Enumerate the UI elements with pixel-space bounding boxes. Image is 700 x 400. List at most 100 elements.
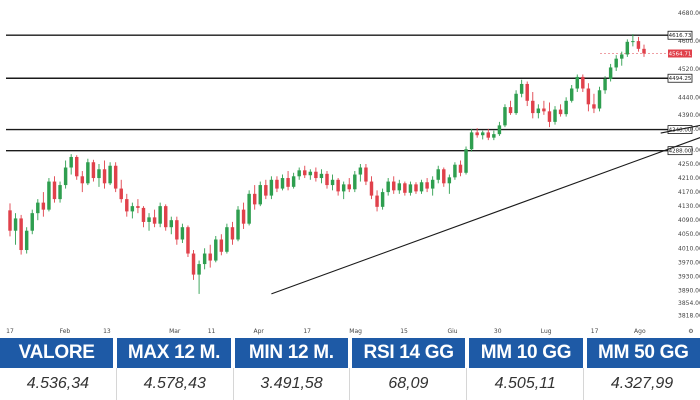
price-level-label: 4288.00 — [669, 149, 692, 155]
y-tick-label: 4170.00 — [678, 189, 700, 196]
x-tick-label: 17 — [591, 328, 599, 335]
candle-body-down — [486, 132, 491, 138]
candle-body-up — [258, 185, 262, 205]
candle-body-down — [264, 185, 268, 196]
candle-body-up — [519, 83, 524, 94]
candlestick-chart-svg: 4680.004600.004520.004440.004390.004350.… — [6, 10, 700, 335]
x-tick-label: 15 — [400, 328, 408, 335]
candle-body-up — [536, 108, 541, 114]
candle-body-down — [113, 165, 118, 189]
candle-body-down — [375, 195, 379, 207]
y-tick-label: 3970.00 — [678, 259, 700, 266]
candle-body-up — [36, 202, 40, 214]
candle-body-up — [63, 167, 68, 186]
candle-body-up — [553, 109, 557, 122]
candle-body-up — [180, 227, 185, 240]
candle-body-up — [631, 41, 635, 43]
trendline — [660, 124, 700, 134]
candle-body-down — [414, 184, 418, 192]
candle-body-down — [542, 108, 546, 112]
candle-body-up — [308, 171, 313, 176]
candle-body-up — [130, 206, 135, 212]
candle-body-up — [408, 184, 413, 193]
candle-body-up — [58, 185, 62, 200]
candle-body-down — [336, 179, 340, 192]
candle-body-up — [225, 227, 229, 252]
candle-body-up — [497, 125, 502, 135]
candle-body-up — [430, 179, 435, 189]
y-tick-label: 4010.00 — [678, 245, 700, 252]
y-tick-label: 4090.00 — [678, 217, 700, 224]
price-level-tag — [667, 146, 693, 156]
candle-body-down — [91, 162, 96, 179]
candle-body-up — [419, 182, 424, 192]
settings-gear-icon: ⚙ — [688, 328, 693, 335]
candle-body-down — [525, 83, 529, 101]
x-tick-label: 17 — [6, 328, 14, 335]
candle-body-down — [136, 206, 140, 208]
candle-body-down — [75, 156, 79, 177]
candle-body-up — [358, 167, 363, 175]
candle-body-up — [30, 213, 34, 231]
candle-body-up — [214, 239, 218, 261]
candle-body-down — [102, 169, 107, 184]
x-tick-label: Giu — [447, 328, 457, 335]
stat-value-mm-10gg: 4.505,11 — [467, 368, 585, 400]
candle-body-up — [380, 192, 385, 207]
x-tick-label: Mag — [349, 328, 362, 335]
y-tick-label: 4440.00 — [678, 94, 700, 101]
candle-body-up — [147, 217, 151, 222]
price-level-tag — [667, 30, 693, 40]
x-tick-label: Apr — [254, 328, 265, 335]
price-level-tag — [667, 73, 693, 83]
candle-body-down — [303, 170, 307, 176]
candle-body-down — [531, 100, 535, 114]
stat-header-mm-10gg: MM 10 GG — [469, 338, 587, 368]
candle-body-down — [364, 167, 368, 182]
candle-body-down — [425, 182, 429, 189]
price-level-label: 4616.73 — [669, 33, 692, 39]
candle-body-down — [475, 132, 479, 136]
candle-body-up — [603, 79, 607, 91]
candle-body-down — [369, 181, 374, 196]
candle-body-down — [636, 41, 641, 49]
candle-body-down — [186, 227, 190, 254]
stats-header-row: VALORE MAX 12 M. MIN 12 M. RSI 14 GG MM … — [0, 338, 700, 368]
candle-body-up — [625, 41, 630, 55]
candle-body-up — [492, 134, 496, 138]
y-tick-label: 4680.00 — [678, 10, 700, 17]
candle-body-down — [19, 218, 23, 251]
trendline — [271, 137, 700, 295]
stat-value-mm-50gg: 4.327,99 — [610, 375, 674, 392]
candle-body-up — [620, 54, 624, 59]
candle-body-up — [169, 220, 174, 228]
x-tick-label: 13 — [103, 328, 111, 335]
price-level-label: 4348.00 — [669, 128, 692, 134]
candle-body-up — [569, 88, 574, 101]
candle-body-up — [47, 181, 51, 210]
candle-body-up — [480, 132, 485, 136]
candle-body-up — [247, 193, 251, 224]
candle-body-down — [230, 227, 235, 240]
candle-body-up — [386, 181, 390, 193]
candle-body-down — [208, 253, 212, 261]
stat-value-min-12m: 3.491,58 — [234, 368, 351, 400]
candle-body-up — [597, 90, 602, 109]
stat-header-rsi-14gg: RSI 14 GG — [351, 338, 470, 368]
candle-body-up — [297, 170, 301, 177]
candle-body-up — [291, 176, 296, 187]
y-tick-label: 3890.00 — [678, 287, 700, 294]
candle-body-down — [581, 76, 585, 89]
x-tick-label: Lug — [541, 328, 552, 335]
x-tick-label: 30 — [494, 328, 502, 335]
x-tick-label: 11 — [208, 328, 216, 335]
candle-body-down — [52, 181, 57, 200]
candle-body-up — [503, 107, 507, 126]
candle-body-down — [163, 206, 168, 228]
candle-body-down — [592, 104, 596, 109]
y-tick-label: 4050.00 — [678, 231, 700, 238]
candle-body-up — [13, 218, 18, 231]
current-price-label: 4564.71 — [669, 52, 692, 58]
candle-body-down — [41, 202, 46, 210]
candle-body-up — [447, 177, 452, 184]
